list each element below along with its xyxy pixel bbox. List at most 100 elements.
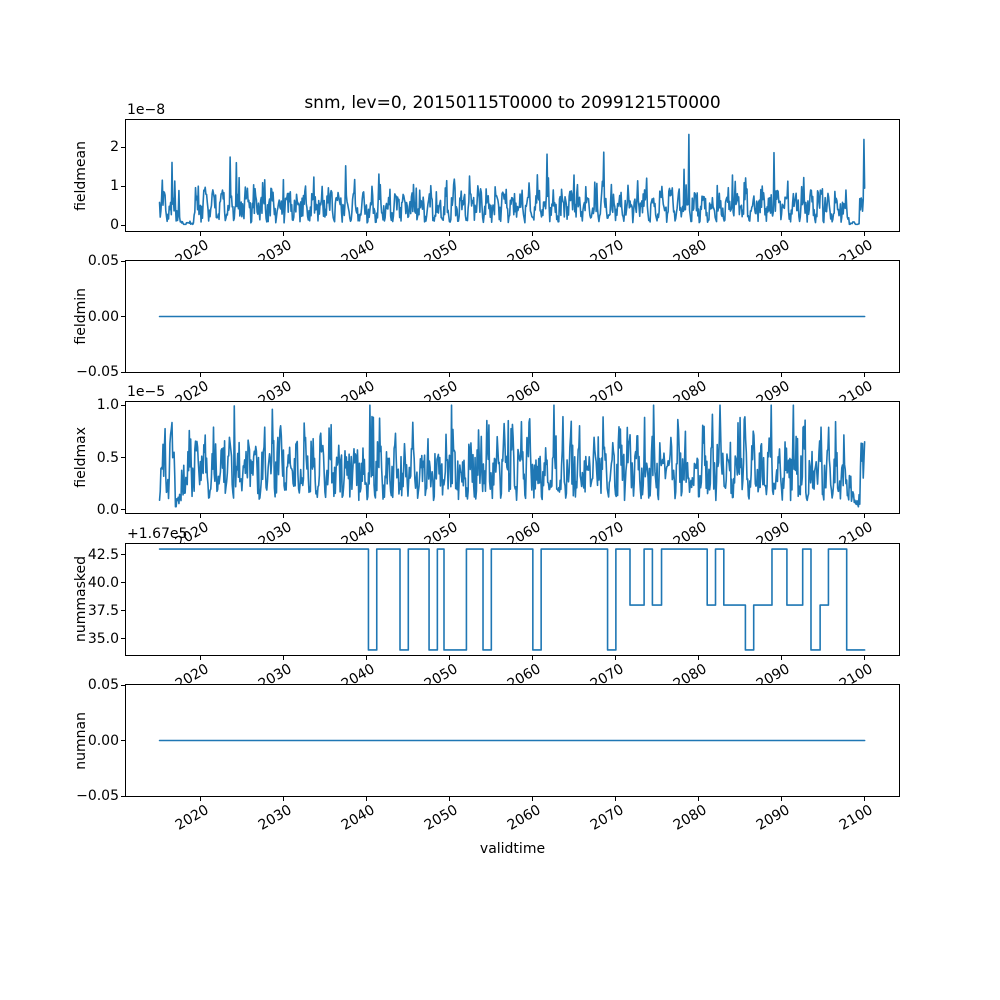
fieldmean-line bbox=[158, 133, 866, 226]
y-tick-mark bbox=[121, 582, 125, 584]
x-tick-label-2070: 2070 bbox=[588, 802, 627, 834]
x-tick-mark bbox=[532, 514, 534, 518]
x-tick-mark bbox=[366, 514, 368, 518]
nummasked-line bbox=[158, 548, 866, 651]
x-tick-mark bbox=[615, 232, 617, 236]
axis-offset-text-fieldmean: 1e−8 bbox=[127, 102, 166, 118]
x-tick-label-2020: 2020 bbox=[172, 802, 212, 834]
x-tick-mark bbox=[532, 797, 534, 801]
x-tick-mark bbox=[366, 232, 368, 236]
x-tick-mark bbox=[283, 373, 285, 377]
x-tick-mark bbox=[200, 232, 202, 236]
subplot-fieldmin: 0.05 0.00 −0.05 2020 2030 2040 2050 2060 2070 208… bbox=[73, 253, 900, 410]
x-tick-mark bbox=[449, 373, 451, 377]
y-axis-label-nummasked: nummasked bbox=[73, 556, 89, 643]
y-tick-label-numnan-−0.05: −0.05 bbox=[76, 788, 119, 804]
y-tick-label-fieldmax-0.0: 0.0 bbox=[96, 501, 119, 518]
y-tick-label-fieldmean-1: 1 bbox=[110, 178, 119, 195]
y-tick-label-fieldmin-0.05: 0.05 bbox=[87, 253, 119, 269]
x-tick-mark bbox=[781, 797, 783, 801]
x-tick-mark bbox=[366, 373, 368, 377]
x-axis-label: validtime bbox=[479, 841, 546, 857]
y-axis-label-numnan: numnan bbox=[73, 711, 89, 770]
y-tick-label-nummasked-35.0: 35.0 bbox=[87, 630, 119, 647]
x-tick-mark bbox=[864, 514, 866, 518]
x-tick-mark bbox=[781, 656, 783, 660]
x-tick-mark bbox=[864, 656, 866, 660]
x-tick-mark bbox=[615, 514, 617, 518]
x-tick-mark bbox=[864, 232, 866, 236]
y-tick-mark bbox=[121, 740, 125, 741]
x-tick-mark bbox=[698, 656, 700, 660]
y-tick-mark bbox=[121, 224, 125, 226]
y-tick-label-fieldmin-−0.05: −0.05 bbox=[76, 364, 119, 380]
chart-title: snm, lev=0, 20150115T0000 to 20991215T00… bbox=[304, 93, 721, 113]
y-tick-label-fieldmax-0.5: 0.5 bbox=[96, 449, 119, 466]
x-tick-mark bbox=[698, 232, 700, 236]
x-tick-mark bbox=[200, 373, 202, 377]
x-tick-label-2060: 2060 bbox=[504, 802, 544, 834]
y-tick-label-nummasked-42.5: 42.5 bbox=[87, 546, 119, 563]
y-axis-label-fieldmin: fieldmin bbox=[73, 288, 89, 345]
y-tick-mark bbox=[121, 795, 125, 797]
x-tick-label-2050: 2050 bbox=[421, 802, 461, 834]
x-tick-mark bbox=[200, 656, 202, 660]
axis-offset-text-fieldmax: 1e−5 bbox=[127, 384, 166, 400]
subplot-fieldmean: 2 1 0 2020 2030 2040 2050 2060 2070 2080 2090 2100 f… bbox=[73, 102, 900, 269]
x-tick-mark bbox=[283, 232, 285, 236]
x-tick-mark bbox=[449, 514, 451, 518]
x-tick-mark bbox=[864, 797, 866, 801]
y-tick-mark bbox=[121, 509, 125, 511]
x-tick-mark bbox=[200, 514, 202, 518]
y-tick-label-nummasked-40.0: 40.0 bbox=[87, 574, 119, 591]
x-tick-mark bbox=[864, 373, 866, 377]
x-tick-mark bbox=[698, 373, 700, 377]
y-tick-label-fieldmean-2: 2 bbox=[110, 139, 119, 156]
y-axis-label-fieldmean: fieldmean bbox=[73, 140, 89, 211]
subplot-nummasked: 42.5 40.0 37.5 35.0 2020 2030 2040 2050 2060 2070… bbox=[73, 526, 900, 693]
axis-offset-text-nummasked: +1.67e5 bbox=[127, 526, 188, 542]
x-tick-mark bbox=[532, 373, 534, 377]
x-tick-mark bbox=[781, 514, 783, 518]
x-tick-mark bbox=[366, 656, 368, 660]
x-tick-mark bbox=[200, 797, 202, 801]
x-tick-mark bbox=[615, 656, 617, 660]
y-tick-label-fieldmin-0.00: 0.00 bbox=[87, 308, 119, 325]
x-tick-mark bbox=[698, 797, 700, 801]
fieldmin-line bbox=[158, 315, 866, 318]
y-tick-mark bbox=[121, 684, 125, 686]
x-tick-label-2030: 2030 bbox=[255, 802, 295, 834]
x-tick-mark bbox=[615, 797, 617, 801]
x-tick-mark bbox=[283, 656, 285, 660]
x-tick-mark bbox=[532, 232, 534, 236]
x-tick-label-2090: 2090 bbox=[754, 802, 793, 834]
x-tick-mark bbox=[449, 656, 451, 660]
y-tick-mark bbox=[121, 146, 125, 148]
y-tick-mark bbox=[121, 404, 125, 406]
x-tick-mark bbox=[283, 797, 285, 801]
y-tick-label-numnan-0.05: 0.05 bbox=[87, 677, 119, 693]
x-tick-mark bbox=[283, 514, 285, 518]
y-axis-label-fieldmax: fieldmax bbox=[73, 427, 89, 488]
y-tick-mark bbox=[121, 554, 125, 556]
subplot-numnan: 0.05 0.00 −0.05 2020 2030 2040 2050 2060 2070 208… bbox=[73, 677, 900, 834]
x-tick-label-2080: 2080 bbox=[671, 802, 710, 834]
x-tick-mark bbox=[449, 797, 451, 801]
y-tick-mark bbox=[121, 185, 125, 187]
subplot-fieldmax: 1.0 0.5 0.0 2020 2030 2040 2050 2060 2070 2080 209… bbox=[73, 384, 900, 551]
fieldmax-line bbox=[158, 404, 866, 508]
y-tick-label-numnan-0.00: 0.00 bbox=[87, 732, 119, 749]
y-tick-mark bbox=[121, 638, 125, 640]
x-tick-mark bbox=[781, 232, 783, 236]
y-tick-mark bbox=[121, 371, 125, 373]
y-tick-mark bbox=[121, 260, 125, 262]
y-tick-label-fieldmax-1.0: 1.0 bbox=[96, 397, 119, 414]
x-tick-label-2100: 2100 bbox=[837, 802, 876, 834]
y-tick-mark bbox=[121, 316, 125, 317]
x-tick-mark bbox=[615, 373, 617, 377]
numnan-line bbox=[158, 739, 866, 742]
y-tick-label-fieldmean-0: 0 bbox=[110, 217, 119, 234]
x-tick-label-2040: 2040 bbox=[338, 802, 378, 834]
x-tick-mark bbox=[781, 373, 783, 377]
